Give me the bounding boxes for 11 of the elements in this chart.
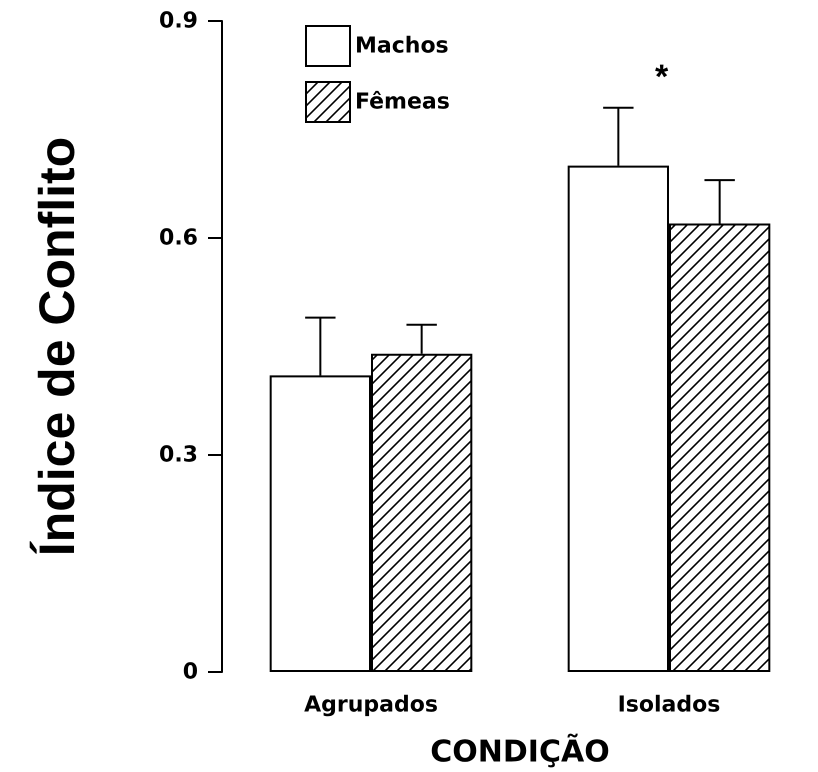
y-tick-label: 0 (182, 660, 198, 684)
y-tick-label: 0.9 (159, 8, 198, 34)
legend-label: Machos (355, 34, 449, 58)
y-tick-label: 0.6 (159, 226, 198, 250)
x-tick-label: Agrupados (304, 692, 438, 718)
annotation: * (655, 58, 669, 96)
legend-label: Fêmeas (355, 90, 450, 114)
y-axis-title: Índice de Conflito (29, 136, 85, 556)
x-axis-title: CONDIÇÃO (430, 734, 610, 770)
y-tick-label: 0.3 (159, 442, 198, 468)
x-tick-label: Isolados (618, 692, 720, 718)
